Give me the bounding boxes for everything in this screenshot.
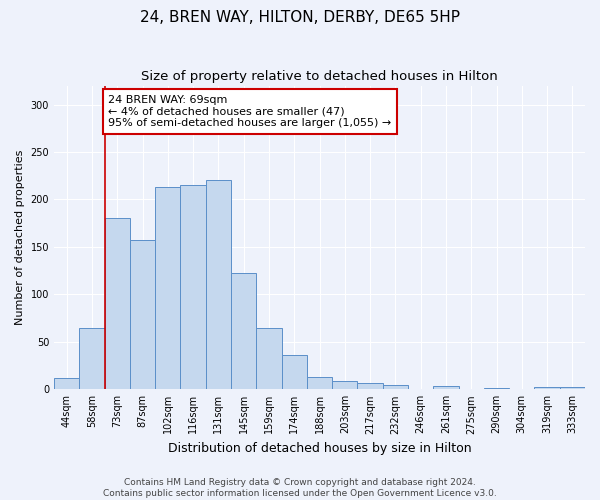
Text: 24, BREN WAY, HILTON, DERBY, DE65 5HP: 24, BREN WAY, HILTON, DERBY, DE65 5HP bbox=[140, 10, 460, 25]
Bar bbox=[206, 180, 231, 390]
Bar bbox=[307, 377, 332, 390]
Bar bbox=[383, 384, 408, 390]
Bar bbox=[130, 240, 155, 390]
Bar bbox=[358, 382, 383, 390]
Bar bbox=[181, 185, 206, 390]
Bar bbox=[79, 328, 104, 390]
Bar bbox=[484, 388, 509, 390]
Bar bbox=[332, 381, 358, 390]
Y-axis label: Number of detached properties: Number of detached properties bbox=[15, 150, 25, 325]
Bar bbox=[535, 388, 560, 390]
Title: Size of property relative to detached houses in Hilton: Size of property relative to detached ho… bbox=[141, 70, 498, 83]
Bar bbox=[54, 378, 79, 390]
Bar bbox=[433, 386, 458, 390]
Bar bbox=[560, 388, 585, 390]
X-axis label: Distribution of detached houses by size in Hilton: Distribution of detached houses by size … bbox=[168, 442, 472, 455]
Bar bbox=[281, 355, 307, 390]
Text: Contains HM Land Registry data © Crown copyright and database right 2024.
Contai: Contains HM Land Registry data © Crown c… bbox=[103, 478, 497, 498]
Bar bbox=[231, 272, 256, 390]
Bar bbox=[256, 328, 281, 390]
Text: 24 BREN WAY: 69sqm
← 4% of detached houses are smaller (47)
95% of semi-detached: 24 BREN WAY: 69sqm ← 4% of detached hous… bbox=[109, 95, 392, 128]
Bar bbox=[155, 187, 181, 390]
Bar bbox=[104, 218, 130, 390]
